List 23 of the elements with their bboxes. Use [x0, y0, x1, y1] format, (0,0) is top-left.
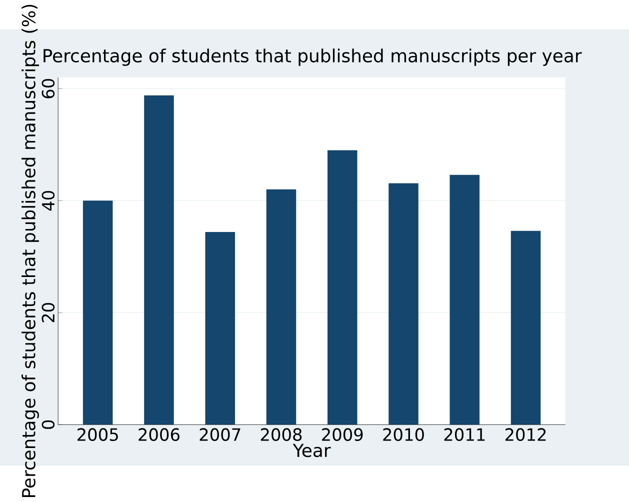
y-tick-label: 0 [42, 420, 55, 429]
y-axis-title: Percentage of students that published manuscripts (%) [22, 4, 39, 497]
x-tick-label: 2006 [138, 428, 180, 441]
y-tick-label: 60 [42, 78, 55, 98]
bar [388, 183, 418, 425]
y-tick-label: 20 [42, 302, 55, 322]
bar [205, 232, 235, 425]
x-tick-label: 2010 [383, 428, 424, 441]
chart-title: Percentage of students that published manuscripts per year [44, 48, 582, 66]
x-tick-label: 2011 [444, 428, 485, 441]
bar [510, 230, 541, 425]
x-tick-label: 2005 [78, 428, 118, 441]
bar [144, 95, 174, 425]
bar [266, 189, 296, 425]
x-tick-label: 2009 [322, 428, 363, 441]
x-tick-label: 2008 [260, 428, 302, 441]
bar [450, 174, 480, 425]
bar [327, 150, 358, 425]
y-tick-label: 40 [42, 190, 55, 211]
x-axis-title: Year [292, 444, 331, 458]
x-tick-label: 2012 [505, 428, 546, 441]
bar [82, 200, 113, 425]
x-tick-label: 2007 [200, 428, 240, 441]
